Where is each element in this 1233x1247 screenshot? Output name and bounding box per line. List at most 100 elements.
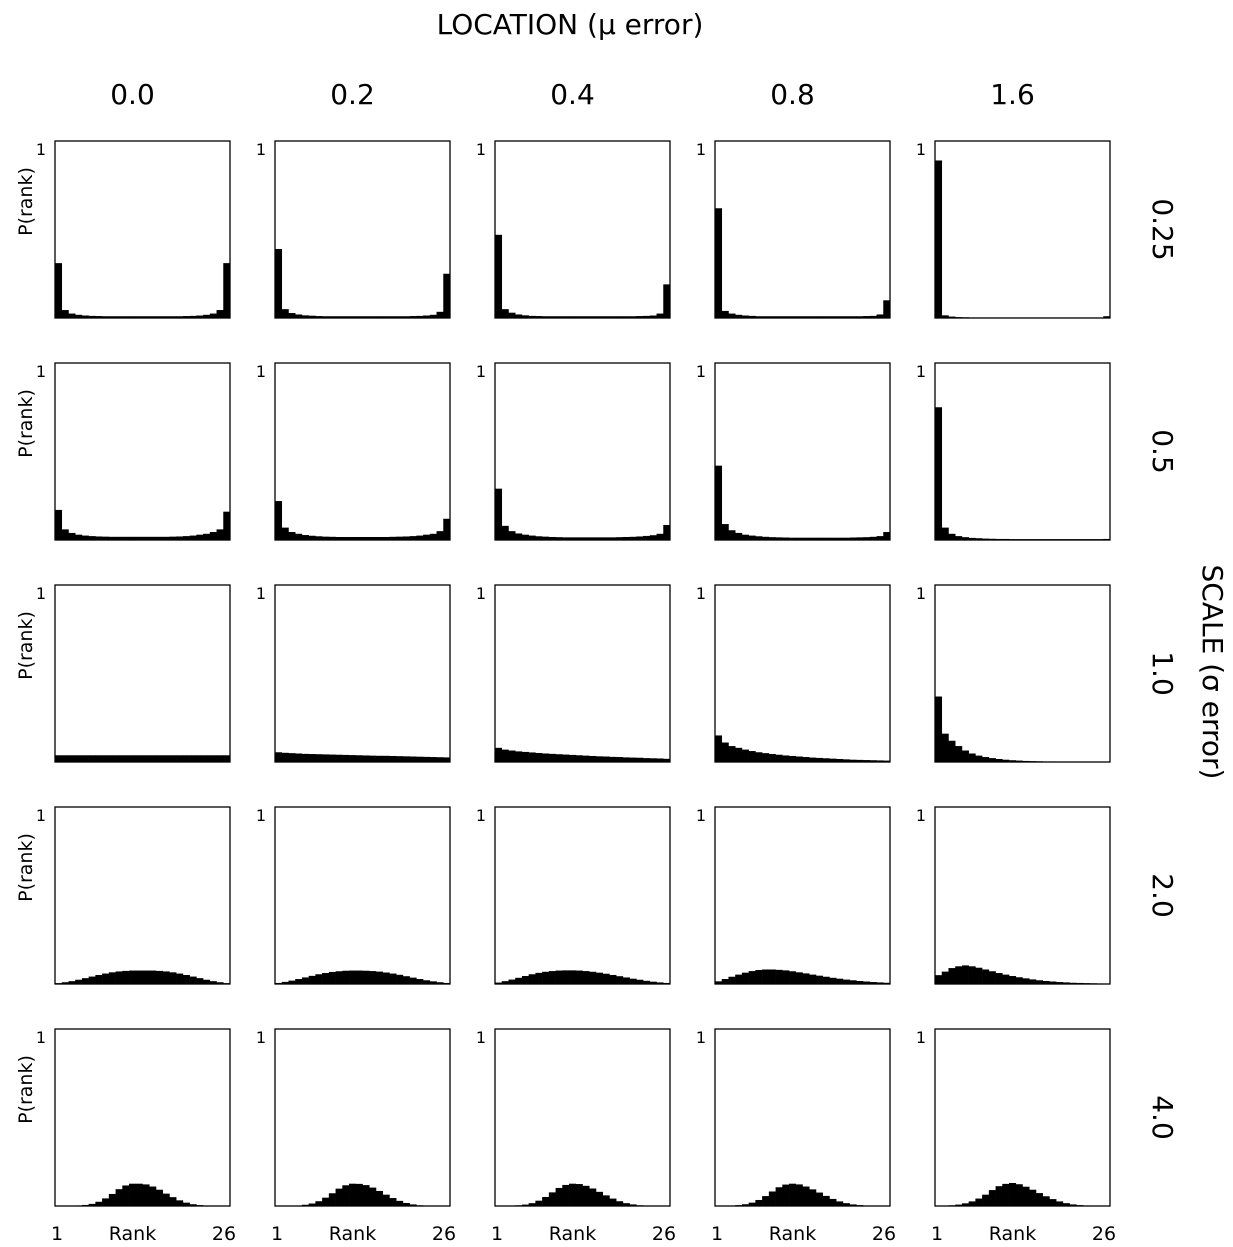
histogram-bar bbox=[335, 536, 343, 540]
histogram-bar bbox=[315, 1201, 323, 1206]
histogram-bar bbox=[948, 740, 956, 762]
histogram-bar bbox=[122, 536, 130, 540]
row-labels: 0.25 0.5 1.0 2.0 4.0 bbox=[1146, 198, 1179, 1139]
x-tick-first: 1 bbox=[271, 1223, 283, 1245]
histogram-bar bbox=[849, 759, 857, 762]
y-tick-label: 1 bbox=[476, 1028, 486, 1047]
y-axis-label: P(rank) bbox=[15, 167, 37, 236]
histogram-bar bbox=[589, 316, 597, 318]
histogram-bar bbox=[95, 316, 103, 318]
histogram-bar bbox=[182, 536, 190, 540]
histogram-bar bbox=[436, 982, 444, 984]
histogram-panel: 1 bbox=[256, 140, 451, 319]
histogram-bar bbox=[1035, 980, 1043, 984]
histogram-bar bbox=[741, 749, 749, 762]
histogram-bar bbox=[1042, 317, 1050, 318]
histogram-bar bbox=[643, 315, 651, 318]
panel-frame bbox=[494, 140, 671, 319]
histogram-bar bbox=[629, 536, 637, 540]
histogram-bar bbox=[528, 974, 536, 984]
histogram-bar bbox=[602, 316, 610, 318]
y-tick-label: 1 bbox=[256, 140, 266, 159]
histogram-bar bbox=[515, 977, 523, 984]
histogram-bar bbox=[569, 316, 577, 318]
histogram-bar bbox=[748, 1202, 756, 1206]
panel-frame bbox=[54, 584, 231, 763]
histogram-bar bbox=[555, 754, 563, 762]
histogram-bar bbox=[122, 970, 130, 984]
histogram-bar bbox=[1015, 977, 1023, 984]
histogram-bar bbox=[755, 1199, 763, 1206]
histogram-bar bbox=[602, 756, 610, 762]
histogram-bar bbox=[741, 534, 749, 540]
histogram-bar bbox=[216, 755, 224, 762]
histogram-bar bbox=[961, 317, 969, 318]
histogram-bar bbox=[149, 316, 157, 318]
histogram-bar bbox=[582, 537, 590, 540]
histogram-bar bbox=[501, 525, 509, 540]
histogram-bar bbox=[528, 1203, 536, 1206]
histogram-bar bbox=[1049, 761, 1057, 762]
histogram-bar bbox=[715, 465, 723, 540]
panel-frame bbox=[494, 362, 671, 541]
histogram-panel: 1 bbox=[916, 584, 1111, 763]
panel-frame bbox=[54, 1028, 231, 1207]
histogram-bar bbox=[122, 316, 130, 318]
histogram-bar bbox=[61, 755, 69, 762]
histogram-bar bbox=[142, 755, 150, 762]
histogram-bar bbox=[369, 316, 377, 318]
histogram-panel: 1 bbox=[696, 584, 891, 763]
histogram-bar bbox=[176, 755, 184, 762]
y-axis-label: P(rank) bbox=[15, 389, 37, 458]
histogram-bar bbox=[876, 536, 884, 540]
histogram-panel: 1 P(rank) bbox=[15, 362, 231, 541]
histogram-bar bbox=[982, 757, 990, 762]
histogram-panel: 1 1 Rank 26 bbox=[256, 1028, 456, 1245]
histogram-bar bbox=[88, 755, 96, 762]
histogram-bar bbox=[569, 1183, 577, 1206]
histogram-bar bbox=[362, 536, 370, 540]
histogram-bar bbox=[155, 755, 163, 762]
histogram-bar bbox=[935, 975, 943, 984]
histogram-bar bbox=[802, 537, 810, 540]
histogram-bar bbox=[1069, 982, 1077, 984]
histogram-bar bbox=[436, 311, 444, 319]
panel-frame bbox=[934, 806, 1111, 985]
histogram-panel: 1 bbox=[696, 362, 891, 541]
histogram-bar bbox=[842, 759, 850, 762]
histogram-bar bbox=[416, 535, 424, 540]
histogram-bar bbox=[622, 536, 630, 540]
histogram-bar bbox=[1022, 539, 1030, 541]
histogram-bar bbox=[775, 754, 783, 762]
histogram-bar bbox=[402, 756, 410, 762]
histogram-bar bbox=[209, 981, 217, 984]
x-tick-first: 1 bbox=[51, 1223, 63, 1245]
histogram-bar bbox=[741, 1204, 749, 1206]
histogram-bar bbox=[941, 315, 949, 318]
histogram-panel: 1 bbox=[476, 140, 671, 319]
panel-frame bbox=[274, 1028, 451, 1207]
histogram-bar bbox=[1015, 1184, 1023, 1206]
histogram-bar bbox=[349, 316, 357, 318]
histogram-bar bbox=[275, 752, 283, 762]
histogram-bar bbox=[1096, 539, 1104, 541]
histogram-bar bbox=[735, 314, 743, 318]
panel-frame bbox=[714, 140, 891, 319]
histogram-bar bbox=[389, 973, 397, 984]
histogram-bar bbox=[995, 317, 1003, 318]
histogram-bar bbox=[995, 758, 1003, 762]
histogram-bar bbox=[562, 1184, 570, 1206]
histogram-bar bbox=[95, 974, 103, 984]
histogram-bar bbox=[622, 757, 630, 762]
y-axis-label: P(rank) bbox=[15, 833, 37, 902]
histogram-bar bbox=[501, 749, 509, 762]
histogram-bar bbox=[369, 971, 377, 984]
histogram-bar bbox=[102, 1198, 110, 1206]
histogram-bar bbox=[409, 977, 417, 984]
histogram-bar bbox=[809, 1189, 817, 1206]
histogram-bar bbox=[782, 755, 790, 762]
histogram-bar bbox=[275, 982, 283, 984]
y-tick-label: 1 bbox=[36, 584, 46, 603]
histogram-bar bbox=[809, 537, 817, 540]
histogram-bar bbox=[162, 971, 170, 984]
